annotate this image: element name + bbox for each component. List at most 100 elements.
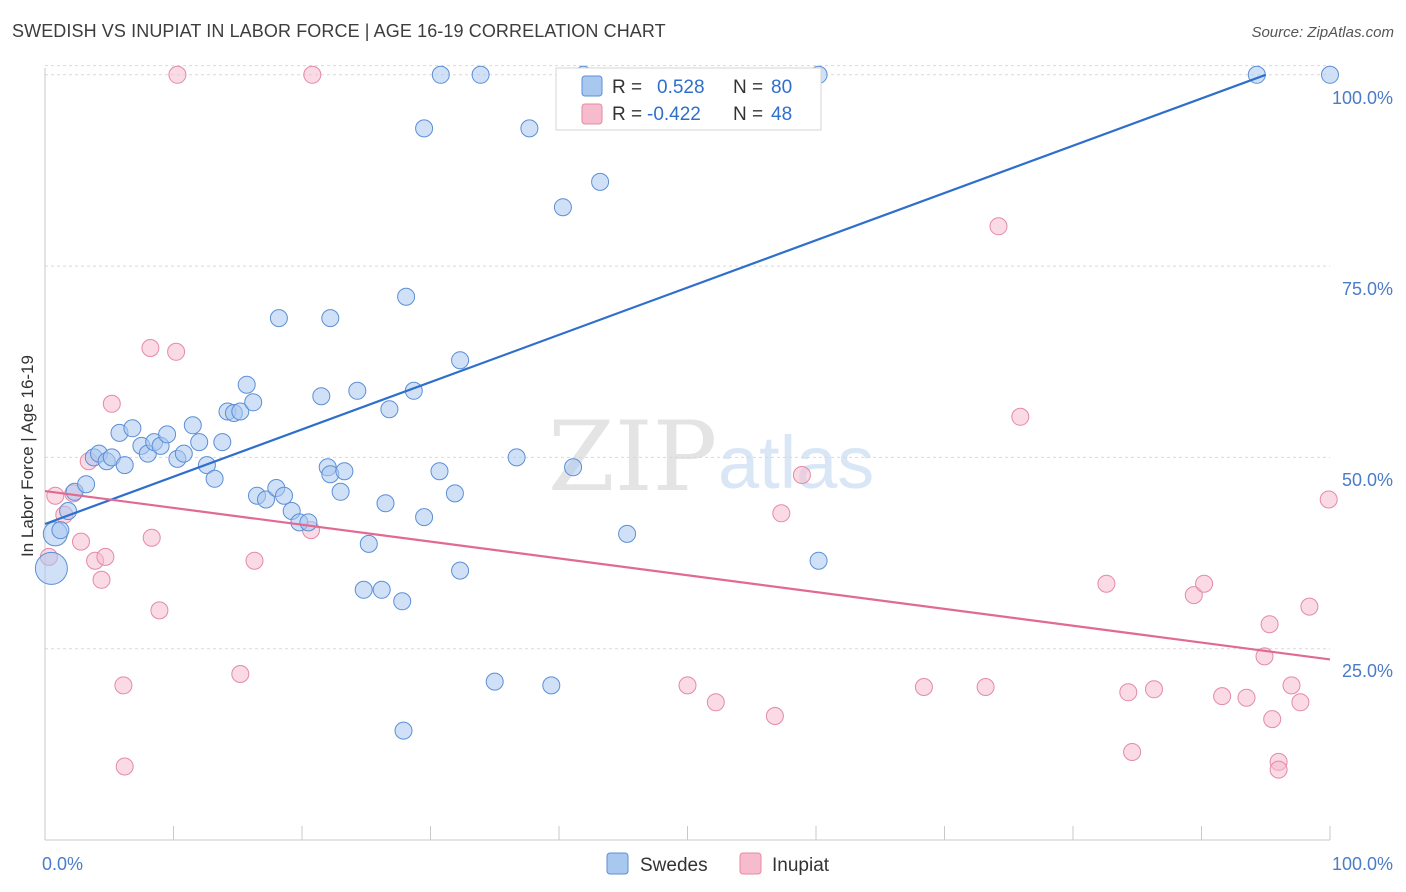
swedes-legend-swatch xyxy=(581,75,603,97)
y-tick-label-100: 100.0% xyxy=(1332,88,1393,108)
inupiat-trend-line xyxy=(44,489,1331,661)
swedes-point xyxy=(331,482,350,501)
swedes-point xyxy=(431,65,450,84)
swedes-point xyxy=(376,494,395,513)
inupiat-point xyxy=(1263,710,1282,729)
swedes-point xyxy=(591,172,610,191)
swedes-point xyxy=(397,287,416,306)
trend-lines xyxy=(44,73,1331,661)
inupiat-point xyxy=(772,504,791,523)
swedes-point xyxy=(269,309,288,328)
inupiat-point xyxy=(150,601,169,620)
x-tick-label-min: 0.0% xyxy=(42,854,83,874)
inupiat-point xyxy=(914,678,933,696)
swedes-point xyxy=(430,462,449,481)
swedes-points xyxy=(34,65,1339,740)
swedes-point xyxy=(275,486,293,505)
swedes-n-label: N = xyxy=(733,77,763,98)
inupiat-point xyxy=(1011,407,1030,426)
inupiat-point xyxy=(167,342,186,361)
swedes-point xyxy=(158,425,177,444)
inupiat-legend-swatch xyxy=(581,103,603,125)
swedes-series-swatch xyxy=(606,852,629,875)
watermark: ZIP atlas xyxy=(548,401,874,513)
stats-legend: R = 0.528 N = 80 R = -0.422 N = 48 xyxy=(555,67,822,131)
inupiat-point xyxy=(303,65,322,84)
swedes-point xyxy=(451,561,470,580)
swedes-point xyxy=(321,309,340,328)
inupiat-point xyxy=(1319,490,1338,509)
inupiat-point xyxy=(245,551,264,570)
inupiat-point xyxy=(1237,688,1256,707)
swedes-r-label: R = xyxy=(612,77,642,98)
inupiat-point xyxy=(1195,574,1214,593)
swedes-point xyxy=(348,381,367,400)
swedes-point xyxy=(445,484,464,503)
inupiat-point xyxy=(792,466,811,484)
inupiat-point xyxy=(1123,743,1142,761)
inupiat-point xyxy=(1184,586,1203,605)
y-tick-label-75: 75.0% xyxy=(1342,279,1393,299)
inupiat-point xyxy=(141,339,160,357)
swedes-point xyxy=(380,400,399,419)
inupiat-point xyxy=(142,528,161,547)
inupiat-point xyxy=(1269,760,1288,779)
swedes-point xyxy=(237,375,256,394)
swedes-point xyxy=(485,672,504,691)
swedes-point xyxy=(372,580,391,599)
swedes-point xyxy=(34,551,68,585)
inupiat-n-label: N = xyxy=(733,104,763,125)
swedes-point xyxy=(231,402,250,421)
swedes-point xyxy=(335,462,354,481)
inupiat-points xyxy=(39,65,1338,779)
inupiat-series-label: Inupiat xyxy=(772,855,830,876)
swedes-point xyxy=(257,490,275,509)
swedes-point xyxy=(507,448,526,467)
swedes-trend-line xyxy=(44,73,1267,526)
inupiat-n-value: 48 xyxy=(771,104,792,125)
y-axis-title: In Labor Force | Age 16-19 xyxy=(18,355,37,557)
swedes-point xyxy=(123,419,142,438)
inupiat-point xyxy=(102,394,121,413)
swedes-point xyxy=(205,469,224,488)
swedes-point xyxy=(190,433,209,452)
swedes-point xyxy=(520,119,539,138)
inupiat-series-swatch xyxy=(739,852,762,875)
source-note: Source: ZipAtlas.com xyxy=(1251,24,1394,41)
inupiat-point xyxy=(114,676,133,695)
x-axis-ticks xyxy=(44,826,1331,840)
y-tick-label-50: 50.0% xyxy=(1342,470,1393,490)
swedes-n-value: 80 xyxy=(771,77,792,98)
inupiat-point xyxy=(168,65,187,84)
inupiat-point xyxy=(1097,574,1116,593)
watermark-atlas: atlas xyxy=(718,421,874,504)
inupiat-point xyxy=(1282,676,1301,695)
swedes-point xyxy=(299,513,318,532)
swedes-point xyxy=(77,475,96,494)
inupiat-r-value: -0.422 xyxy=(647,104,701,125)
inupiat-point xyxy=(92,570,111,589)
swedes-point xyxy=(564,458,583,477)
series-legend: Swedes Inupiat xyxy=(606,852,830,876)
swedes-point xyxy=(542,676,561,695)
inupiat-point xyxy=(765,707,784,725)
inupiat-point xyxy=(46,486,65,505)
swedes-point xyxy=(59,502,78,520)
y-tick-label-25: 25.0% xyxy=(1342,661,1393,681)
inupiat-point xyxy=(1119,683,1138,702)
swedes-point xyxy=(415,119,434,138)
inupiat-point xyxy=(678,676,697,695)
swedes-point xyxy=(451,351,470,370)
inupiat-point xyxy=(976,678,995,696)
swedes-point xyxy=(354,580,373,599)
swedes-point xyxy=(115,456,134,475)
inupiat-point xyxy=(72,532,90,551)
swedes-point xyxy=(809,551,828,570)
swedes-point xyxy=(393,592,412,611)
inupiat-point xyxy=(231,665,250,683)
swedes-point xyxy=(394,721,413,740)
swedes-series-label: Swedes xyxy=(640,855,708,876)
swedes-r-value: 0.528 xyxy=(657,77,705,98)
swedes-point xyxy=(471,65,490,84)
